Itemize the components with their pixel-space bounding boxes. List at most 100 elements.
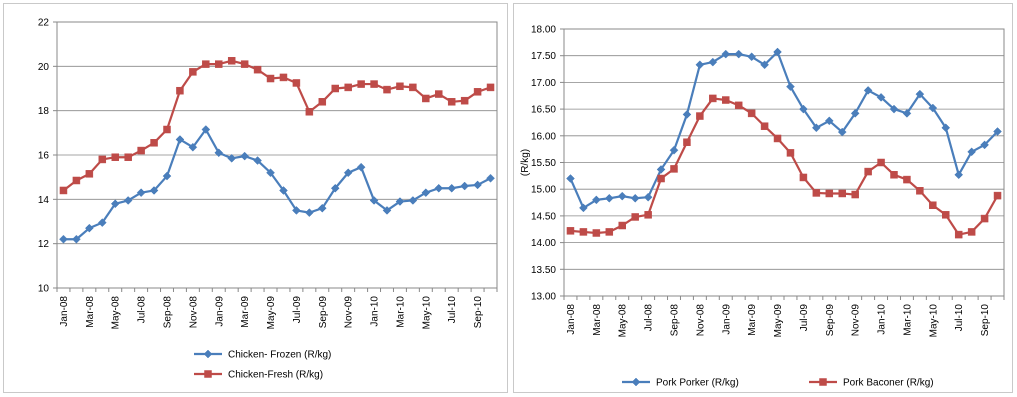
x-tick-label: Sep-09	[318, 296, 329, 329]
x-tick-label: Mar-08	[592, 304, 603, 336]
data-point	[330, 183, 340, 193]
data-point	[773, 47, 782, 57]
data-point	[630, 193, 640, 203]
data-point	[98, 155, 107, 164]
data-point	[980, 140, 989, 150]
data-point	[644, 211, 652, 219]
y-tick-label: 10	[38, 284, 50, 295]
x-tick-label: Jan-08	[59, 296, 70, 327]
data-point	[473, 180, 482, 190]
data-point	[941, 123, 951, 133]
x-tick-label: Sep-10	[980, 304, 991, 337]
data-point	[435, 90, 443, 98]
data-point	[980, 214, 989, 223]
data-point	[137, 146, 145, 155]
legend-label: Pork Porker (R/kg)	[656, 378, 739, 389]
data-point	[189, 68, 197, 76]
data-point	[253, 65, 262, 74]
data-point	[903, 175, 911, 184]
y-tick-label: 18.00	[531, 25, 556, 36]
data-point	[669, 145, 679, 155]
y-tick-label: 14	[38, 195, 50, 206]
data-point	[188, 142, 198, 152]
data-point	[162, 171, 172, 181]
data-point	[954, 230, 963, 239]
data-point	[786, 149, 795, 157]
data-point	[838, 189, 846, 198]
data-point	[150, 139, 158, 147]
data-point	[812, 189, 821, 197]
data-point	[915, 89, 925, 99]
data-point	[825, 189, 834, 198]
data-point	[682, 110, 692, 119]
x-tick-label: May-08	[111, 296, 122, 330]
data-point	[604, 193, 614, 203]
x-tick-label: Mar-09	[747, 304, 758, 336]
data-point	[227, 57, 236, 65]
data-point	[382, 206, 392, 215]
data-point	[85, 170, 94, 178]
legend-label: Chicken- Frozen (R/kg)	[228, 350, 331, 361]
data-point	[447, 98, 456, 106]
x-tick-label: Nov-09	[851, 304, 862, 337]
data-point	[318, 98, 327, 106]
x-tick-label: May-08	[618, 304, 629, 338]
y-axis-title: (R/kg)	[520, 149, 531, 176]
data-point	[942, 211, 950, 219]
data-point	[215, 60, 223, 68]
data-point	[993, 191, 1002, 200]
data-point	[722, 96, 730, 104]
y-tick-label: 20	[38, 62, 50, 73]
data-point	[292, 79, 301, 87]
x-tick-label: Jan-10	[370, 296, 381, 327]
data-point	[850, 109, 860, 118]
x-tick-label: Nov-09	[344, 296, 355, 329]
x-tick-label: Jul-09	[799, 304, 810, 332]
data-point	[240, 151, 250, 161]
x-tick-label: May-09	[266, 296, 277, 330]
data-point	[643, 192, 653, 202]
data-point	[486, 83, 495, 92]
x-tick-label: Nov-08	[188, 296, 199, 329]
data-point	[486, 173, 495, 183]
y-tick-label: 17.00	[531, 78, 556, 89]
data-point	[97, 218, 107, 227]
data-point	[967, 147, 977, 157]
legend-marker	[203, 349, 213, 359]
series-line-0	[63, 128, 492, 241]
data-point	[566, 174, 575, 183]
data-point	[124, 153, 132, 161]
x-tick-label: Jul-09	[292, 296, 303, 324]
data-point	[266, 74, 275, 83]
data-point	[617, 191, 627, 201]
chicken-price-chart: 10 12 14 16 18 20 22 Jan-08 Mar-08 May-08 Jul-08 Se…	[38, 18, 498, 381]
data-point	[683, 138, 691, 146]
x-tick-label: Mar-10	[395, 296, 406, 328]
data-point	[149, 186, 159, 195]
data-point	[747, 109, 756, 118]
data-point	[799, 173, 808, 182]
data-point	[709, 94, 717, 103]
data-point	[708, 57, 718, 67]
data-point	[890, 171, 898, 179]
data-point	[656, 165, 666, 174]
data-point	[747, 52, 757, 62]
data-point	[734, 101, 743, 110]
data-point	[175, 135, 185, 144]
data-point	[967, 228, 976, 236]
series-line-0	[569, 50, 999, 209]
data-point	[773, 134, 782, 143]
data-point	[824, 116, 834, 126]
data-point	[877, 158, 885, 167]
data-point	[695, 60, 705, 70]
data-point	[876, 92, 886, 102]
y-tick-label: 16.00	[531, 131, 556, 142]
data-point	[473, 88, 482, 96]
data-point	[409, 83, 417, 92]
data-point	[227, 153, 237, 163]
data-point	[460, 96, 469, 105]
data-point	[408, 196, 418, 205]
legend-marker	[631, 377, 641, 387]
x-tick-label: Sep-08	[163, 296, 174, 329]
x-tick-label: Jul-10	[447, 296, 458, 324]
